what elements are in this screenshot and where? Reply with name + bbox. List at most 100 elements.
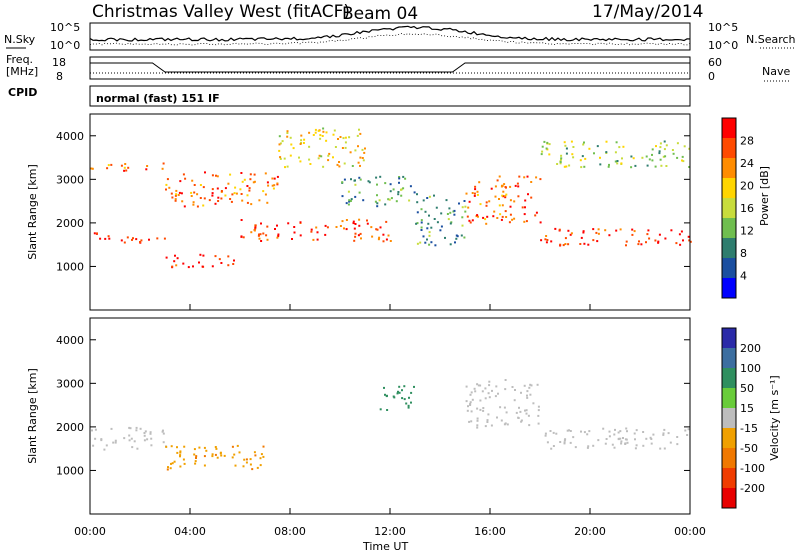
vel-data-cell-1 [216,456,219,459]
vel-data-cell-4 [580,430,582,433]
vel-data-cell-3 [526,390,529,393]
power-data-cell-8 [504,196,507,199]
power-data-cell-4 [257,234,260,237]
power-data-cell-4 [385,220,388,223]
vel-data-cell-4 [642,444,645,447]
vel-data-cell-0 [133,440,136,443]
power-data-cell-8 [476,193,479,196]
power-data-cell-10 [560,154,563,157]
power-data-cell-3 [248,187,251,190]
vel-data-cell-1 [249,458,252,461]
power-data-cell-5 [289,154,292,157]
power-data-cell-9 [562,244,565,247]
power-data-cell-4 [366,222,369,225]
power-data-cell-8 [471,192,474,194]
power-data-cell-2 [211,265,214,268]
power-data-cell-5 [356,134,359,137]
vel-data-cell-4 [684,429,687,432]
power-data-cell-9 [646,233,649,236]
power-data-cell-3 [267,184,270,187]
power-data-cell-8 [496,179,499,182]
power-data-cell-8 [535,211,538,214]
power-data-cell-3 [229,198,232,200]
power-data-cell-4 [324,224,327,227]
vel-data-cell-4 [544,432,547,435]
power-data-cell-7 [428,243,431,246]
vel-data-cell-2 [405,402,408,405]
power-data-cell-2 [171,265,174,268]
vel-data-cell-0 [128,434,131,437]
power-data-cell-5 [292,147,295,150]
power-data-cell-6 [374,200,377,203]
power-data-cell-7 [428,214,430,217]
vel-data-cell-0 [161,430,164,433]
power-data-cell-6 [388,198,391,201]
power-data-cell-9 [545,235,548,237]
vel-data-cell-4 [563,442,566,445]
power-data-cell-7 [426,227,429,230]
power-data-cell-7 [430,241,433,244]
vel-data-cell-3 [466,409,469,412]
power-data-cell-2 [227,255,230,258]
vel-data-cell-1 [262,445,265,448]
vel-data-cell-0 [135,429,138,432]
vel-data-cell-3 [482,409,485,412]
power-data-cell-7 [449,222,452,225]
vel-data-cell-4 [645,437,648,440]
power-data-cell-5 [322,130,325,133]
vel-data-cell-0 [92,444,95,447]
power-data-cell-10 [651,148,654,151]
power-data-cell-3 [224,194,227,197]
power-data-cell-2 [233,259,235,262]
vel-data-cell-4 [659,447,662,450]
vel-yticks-tick-label: 2000 [56,421,84,434]
power-data-cell-5 [284,166,286,169]
vel-data-cell-4 [662,433,665,436]
power-data-cell-10 [622,145,625,148]
vel-data-cell-3 [529,393,532,396]
power-data-cell-8 [498,198,500,200]
power-data-cell-10 [621,157,623,160]
power-data-cell-7 [461,216,464,219]
power-data-cell-0 [135,238,138,241]
power-data-cell-8 [478,181,481,184]
power-data-cell-10 [634,164,637,167]
power-data-cell-9 [597,232,600,235]
power-data-cell-9 [689,240,692,243]
power-data-cell-10 [620,162,623,165]
power-data-cell-9 [682,239,684,242]
power-data-cell-3 [175,189,178,192]
power-data-cell-5 [302,142,305,144]
power-data-cell-3 [220,197,223,200]
cpid-panel-frame [89,85,691,107]
vel-data-cell-3 [473,387,476,390]
power-data-cell-7 [428,195,431,198]
vel-data-cell-4 [586,433,589,436]
vel-data-cell-4 [663,447,666,450]
power-data-cell-4 [389,240,392,242]
power-data-cell-7 [440,212,443,215]
power-data-cell-6 [408,199,411,202]
power-data-cell-5 [342,137,345,140]
vel-data-cell-1 [249,463,252,466]
power-data-cell-8 [504,195,507,198]
vel-data-cell-2 [392,395,395,398]
vel-data-cell-4 [634,438,636,441]
vel-data-cell-4 [605,438,608,440]
power-data-cell-8 [517,195,520,198]
power-data-cell-5 [281,140,284,143]
power-data-cell-9 [579,243,582,245]
power-data-cell-3 [174,199,177,202]
power-data-cell-4 [259,233,262,236]
power-data-cell-8 [498,175,501,178]
vel-data-cell-3 [476,426,479,429]
power-data-cell-7 [428,231,431,234]
vel-data-cell-4 [620,440,623,443]
vel-data-cell-3 [476,407,479,410]
vel-data-cell-4 [572,436,575,439]
power-data-cell-7 [461,206,464,209]
power-data-cell-1 [120,164,123,167]
vel-data-cell-3 [469,402,472,405]
power-data-cell-10 [672,152,675,155]
power-data-cell-5 [344,146,347,149]
